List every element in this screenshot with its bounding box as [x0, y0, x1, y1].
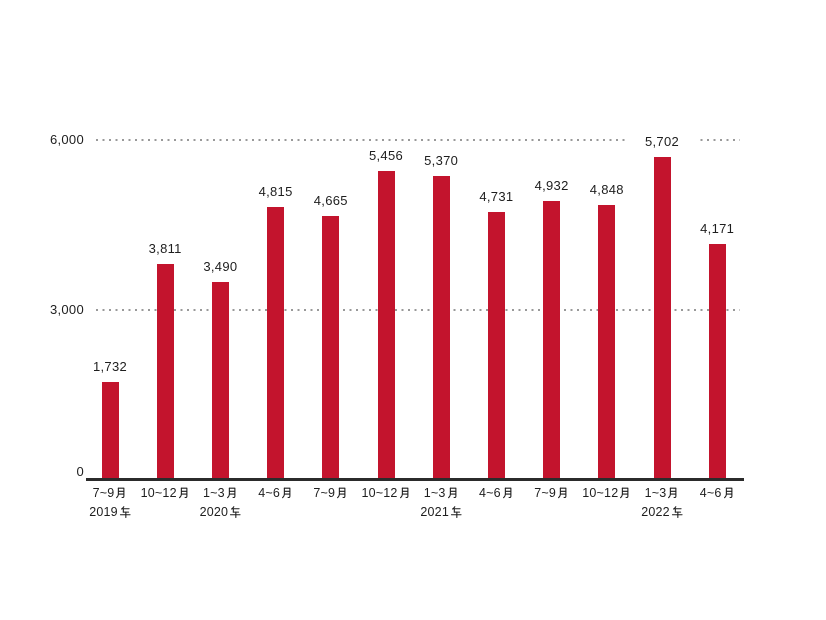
year-kanji-icon: [671, 505, 683, 518]
x-tick-label: 1~3: [180, 486, 260, 501]
bar: [267, 207, 285, 480]
bar-value-label: 4,848: [571, 182, 642, 199]
x-tick-label: 7~9: [291, 486, 371, 501]
x-tick-label: 1~3: [622, 486, 702, 501]
year-kanji-icon: [119, 505, 131, 518]
gridline: [96, 309, 740, 311]
x-axis-line: [86, 478, 744, 481]
year-label: 2022: [622, 505, 702, 520]
y-tick-label: 0: [76, 464, 84, 479]
year-label: 2019: [70, 505, 150, 520]
x-tick-label: 10~12: [346, 486, 426, 501]
month-kanji-icon: [502, 487, 512, 498]
x-tick-label: 4~6: [677, 486, 757, 501]
y-tick-label: 6,000: [49, 132, 84, 147]
bar-value-label: 4,932: [516, 177, 587, 194]
year-label: 2021: [401, 505, 481, 520]
month-kanji-icon: [668, 487, 677, 498]
bar-value-label: 4,171: [682, 220, 753, 237]
bar-value-label: 5,370: [406, 152, 477, 169]
bar: [487, 211, 505, 480]
gridline: [96, 139, 740, 141]
month-kanji-icon: [723, 487, 733, 498]
y-tick-label: 3,000: [49, 302, 84, 317]
bar: [653, 156, 671, 480]
bar: [211, 282, 229, 480]
year-kanji-icon: [450, 505, 462, 518]
bar: [708, 243, 726, 480]
x-tick-label: 7~9: [512, 486, 592, 501]
month-kanji-icon: [178, 487, 188, 498]
x-tick-label: 4~6: [236, 486, 316, 501]
month-kanji-icon: [116, 487, 125, 498]
bar: [101, 381, 119, 480]
bar-value-label: 3,490: [185, 259, 256, 276]
bar: [598, 205, 616, 480]
bar-value-label: 1,732: [75, 358, 145, 375]
month-kanji-icon: [226, 487, 236, 498]
x-tick-label: 4~6: [456, 486, 536, 501]
bar: [377, 170, 395, 480]
bar: [543, 200, 561, 480]
bar-value-label: 3,811: [130, 241, 201, 258]
month-kanji-icon: [447, 487, 457, 498]
year-label: 2020: [180, 505, 260, 520]
bar-value-label: 4,665: [295, 192, 366, 209]
x-tick-label: 10~12: [567, 486, 647, 501]
month-kanji-icon: [282, 487, 291, 498]
bar-value-label: 5,702: [627, 133, 697, 150]
bar-value-label: 4,731: [461, 188, 532, 205]
x-tick-label: 1~3: [401, 486, 481, 501]
x-tick-label: 10~12: [125, 486, 205, 501]
bar: [432, 175, 450, 480]
bar-value-label: 5,456: [351, 147, 421, 164]
bar: [156, 264, 174, 480]
bar: [322, 215, 340, 480]
x-tick-label: 7~9: [70, 486, 150, 501]
year-kanji-icon: [230, 505, 241, 518]
month-kanji-icon: [399, 487, 408, 498]
bar-value-label: 4,815: [240, 184, 311, 201]
month-kanji-icon: [558, 487, 567, 498]
month-kanji-icon: [620, 487, 629, 498]
month-kanji-icon: [337, 487, 346, 498]
